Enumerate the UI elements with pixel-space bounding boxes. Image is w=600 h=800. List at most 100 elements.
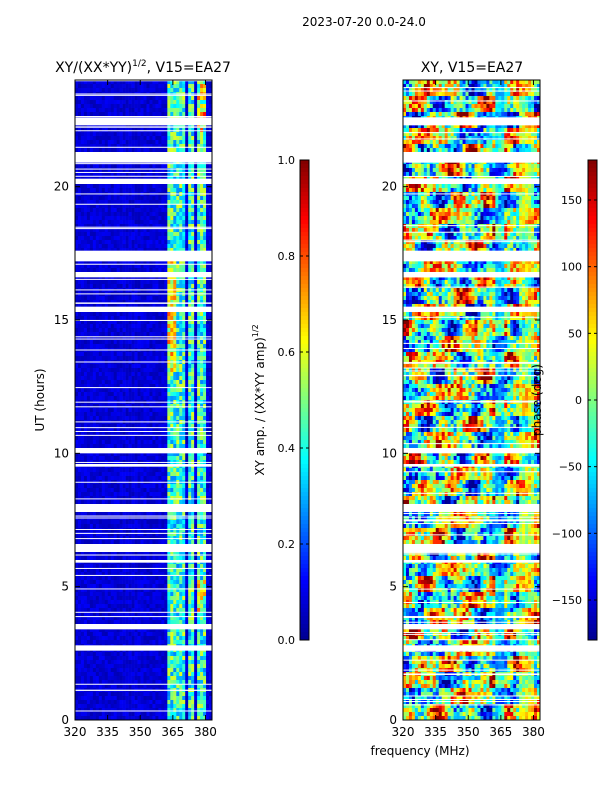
heatmap-cell: [107, 84, 112, 89]
heatmap-cell: [152, 368, 156, 373]
heatmap-cell: [104, 80, 109, 85]
heatmap-cell: [92, 196, 97, 201]
heatmap-cell: [188, 320, 192, 325]
heatmap-cell: [149, 408, 153, 413]
heatmap-cell: [92, 200, 97, 205]
heatmap-cell: [98, 332, 103, 337]
heatmap-cell: [161, 312, 165, 317]
heatmap-cell: [191, 376, 195, 381]
heatmap-cell: [101, 196, 106, 201]
heatmap-cell: [158, 216, 162, 221]
heatmap-cell: [75, 356, 79, 361]
heatmap-cell: [134, 232, 138, 237]
heatmap-cell: [167, 100, 171, 105]
heatmap-cell: [209, 184, 213, 189]
heatmap-cell: [188, 468, 192, 473]
heatmap-cell: [92, 488, 97, 493]
heatmap-cell: [119, 240, 123, 245]
heatmap-cell: [158, 124, 162, 129]
heatmap-cell: [119, 436, 123, 441]
heatmap-cell: [194, 132, 198, 137]
heatmap-cell: [203, 112, 207, 117]
heatmap-cell: [179, 368, 183, 373]
heatmap-cell: [206, 244, 210, 249]
heatmap-cell: [167, 328, 171, 333]
heatmap-cell: [140, 84, 144, 89]
heatmap-cell: [182, 204, 186, 209]
heatmap-cell: [161, 208, 165, 213]
heatmap-cell: [149, 172, 153, 177]
heatmap-cell: [146, 368, 150, 373]
heatmap-cell: [200, 200, 204, 205]
heatmap-cell: [209, 300, 213, 305]
heatmap-cell: [107, 324, 112, 329]
heatmap-cell: [110, 428, 115, 433]
heatmap-cell: [140, 184, 144, 189]
heatmap-cell: [185, 236, 189, 241]
heatmap-cell: [128, 244, 132, 249]
heatmap-cell: [86, 220, 91, 225]
heatmap-cell: [104, 392, 109, 397]
heatmap-cell: [113, 260, 117, 265]
heatmap-cell: [98, 168, 103, 173]
heatmap-cell: [92, 84, 97, 89]
heatmap-cell: [182, 168, 186, 173]
heatmap-cell: [203, 304, 207, 309]
heatmap-cell: [158, 468, 162, 473]
heatmap-cell: [80, 512, 85, 517]
heatmap-cell: [173, 484, 177, 489]
heatmap-cell: [89, 244, 94, 249]
heatmap-cell: [92, 112, 97, 117]
heatmap-cell: [170, 80, 174, 85]
heatmap-cell: [98, 268, 103, 273]
heatmap-cell: [92, 220, 97, 225]
heatmap-cell: [209, 220, 213, 225]
heatmap-cell: [77, 236, 82, 241]
heatmap-cell: [119, 172, 123, 177]
heatmap-cell: [131, 224, 135, 229]
heatmap-cell: [206, 144, 210, 149]
heatmap-cell: [143, 140, 147, 145]
heatmap-cell: [206, 164, 210, 169]
heatmap-cell: [116, 432, 120, 437]
heatmap-cell: [104, 96, 109, 101]
heatmap-cell: [116, 124, 120, 129]
heatmap-cell: [113, 376, 117, 381]
heatmap-cell: [98, 112, 103, 117]
heatmap-cell: [116, 208, 120, 213]
heatmap-cell: [101, 468, 106, 473]
heatmap-cell: [155, 412, 159, 417]
heatmap-cell: [101, 240, 106, 245]
heatmap-cell: [98, 324, 103, 329]
heatmap-cell: [77, 124, 82, 129]
heatmap-cell: [176, 112, 180, 117]
heatmap-cell: [128, 436, 132, 441]
heatmap-cell: [179, 204, 183, 209]
heatmap-cell: [149, 100, 153, 105]
figure-suptitle: 2023-07-20 0.0-24.0: [302, 15, 426, 29]
heatmap-cell: [167, 388, 171, 393]
heatmap-cell: [128, 264, 132, 269]
heatmap-cell: [200, 324, 204, 329]
heatmap-cell: [134, 356, 138, 361]
heatmap-cell: [191, 436, 195, 441]
heatmap-cell: [143, 200, 147, 205]
heatmap-cell: [191, 196, 195, 201]
heatmap-cell: [188, 428, 192, 433]
heatmap-cell: [200, 380, 204, 385]
heatmap-cell: [137, 84, 141, 89]
heatmap-cell: [209, 196, 213, 201]
heatmap-cell: [140, 268, 144, 273]
heatmap-cell: [206, 404, 210, 409]
heatmap-cell: [95, 212, 100, 217]
heatmap-cell: [185, 296, 189, 301]
heatmap-cell: [95, 204, 100, 209]
heatmap-cell: [128, 260, 132, 265]
heatmap-cell: [155, 232, 159, 237]
heatmap-cell: [137, 440, 141, 445]
heatmap-cell: [197, 112, 201, 117]
heatmap-cell: [92, 228, 97, 233]
heatmap-cell: [89, 164, 94, 169]
heatmap-cell: [113, 472, 117, 477]
heatmap-cell: [158, 456, 162, 461]
